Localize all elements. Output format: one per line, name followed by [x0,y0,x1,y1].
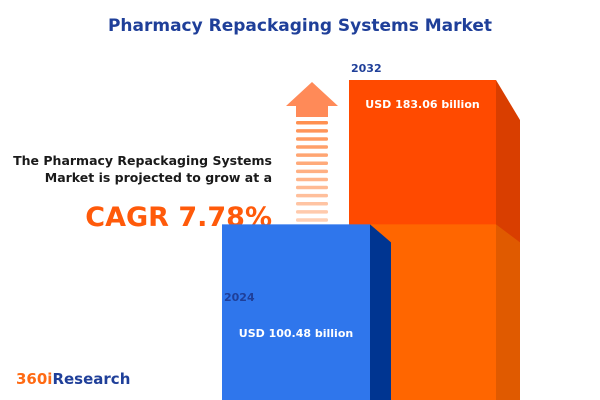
year-label-2032: 2032 [351,62,382,75]
bar-2032-lower-side [496,224,520,400]
arrow-stripe [296,177,328,182]
bar-2024-side [370,224,391,400]
arrow-stripe [296,210,328,214]
year-label-2024: 2024 [224,291,255,304]
value-label-2024: USD 100.48 billion [238,327,354,340]
arrow-stripe [296,161,328,165]
arrow-stripe [296,169,328,174]
arrow-head [286,82,338,117]
market-description: The Pharmacy Repackaging Systems Market … [13,153,272,185]
arrow-stripe [296,202,328,206]
arrow-stripe [296,129,328,133]
arrow-stripe [296,185,328,190]
arrow-stripe [296,218,328,222]
arrow-stripe [296,193,328,198]
value-label-2032: USD 183.06 billion [365,98,480,111]
arrow-stripe [296,137,328,141]
arrow-stripe [296,153,328,157]
arrow-stripe [296,121,328,125]
page-title: Pharmacy Repackaging Systems Market [107,16,493,36]
bar-2024 [222,224,370,400]
brand-logo: 360iResearch [16,370,131,388]
arrow-stripe [296,145,328,149]
